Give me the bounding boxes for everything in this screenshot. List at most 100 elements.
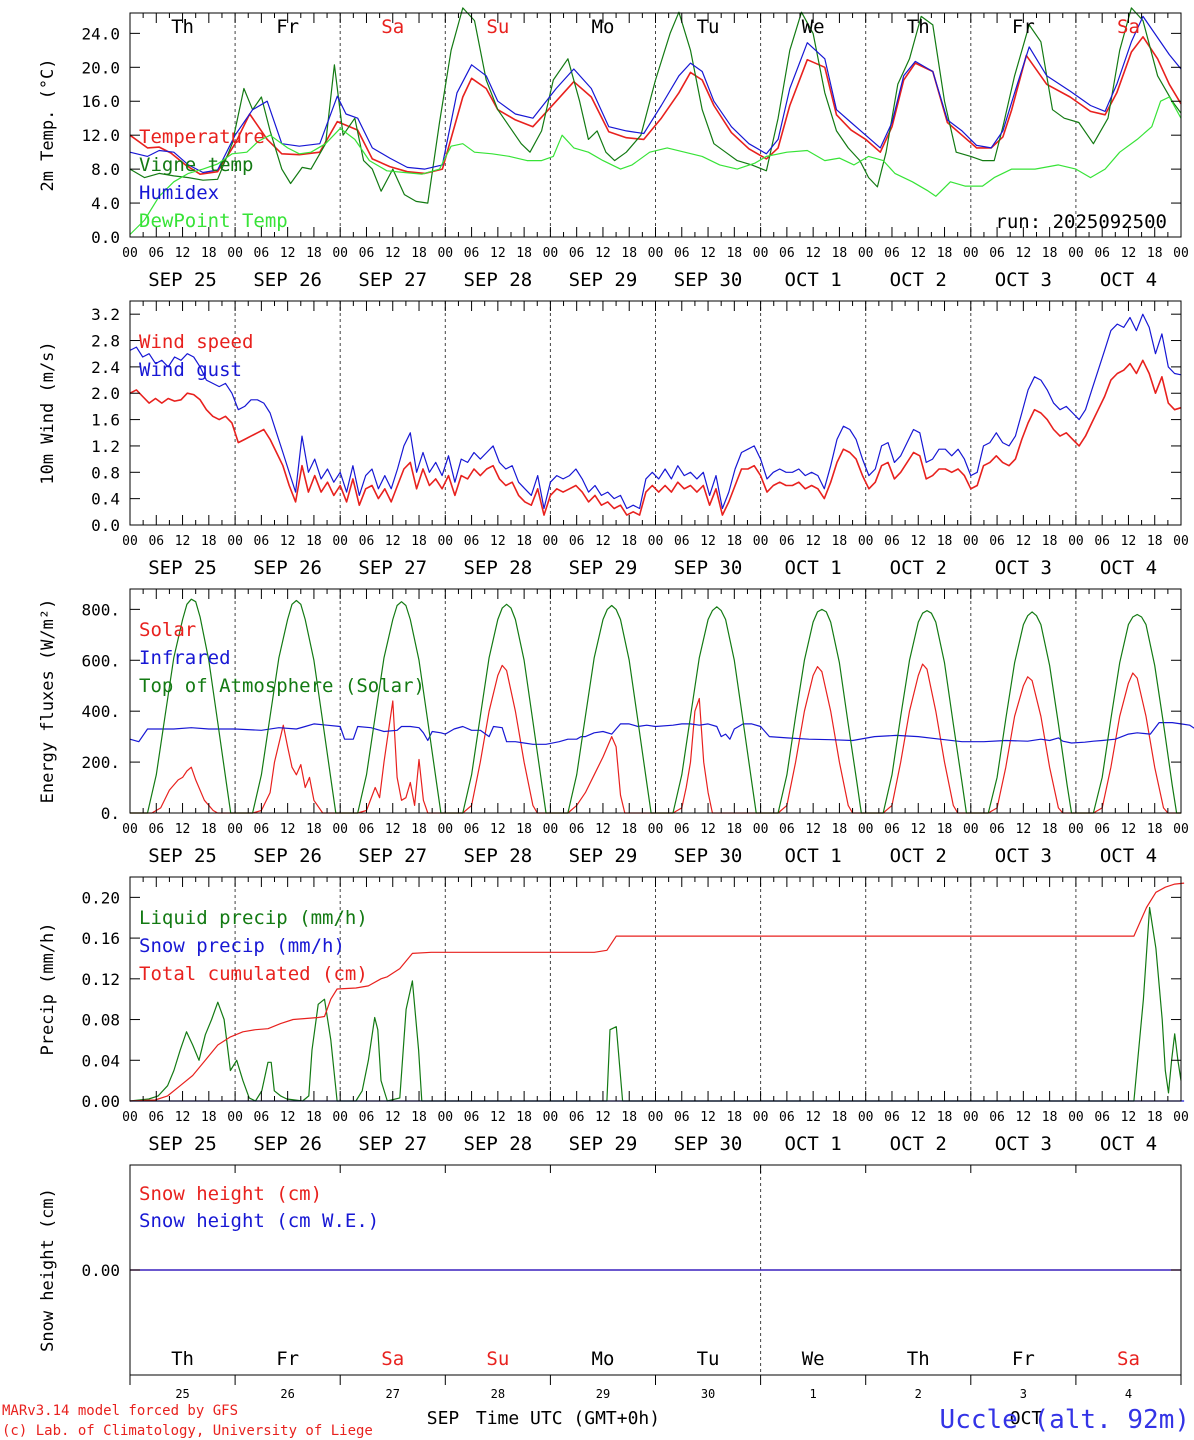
series-line-infrared — [129, 722, 1194, 745]
y-tick-label: 0.4 — [91, 490, 120, 509]
date-label: SEP 26 — [253, 1133, 322, 1155]
date-label: SEP 25 — [148, 557, 217, 579]
hour-tick-label: 18 — [621, 534, 637, 549]
hour-tick-label: 00 — [1173, 246, 1189, 261]
station-label: Uccle (alt. 92m) — [940, 1405, 1190, 1435]
date-label: SEP 28 — [464, 1133, 533, 1155]
hour-tick-label: 18 — [306, 246, 322, 261]
hour-tick-label: 00 — [1173, 822, 1189, 837]
hour-tick-label: 00 — [753, 246, 769, 261]
y-tick-label: 20.0 — [81, 58, 120, 77]
lab-credit: (c) Lab. of Climatology, University of L… — [2, 1423, 373, 1439]
hour-tick-label: 12 — [175, 534, 191, 549]
hour-tick-label: 12 — [1121, 822, 1137, 837]
date-label: OCT 2 — [890, 1133, 947, 1155]
hour-tick-label: 00 — [858, 1110, 874, 1125]
hour-tick-label: 12 — [700, 822, 716, 837]
hour-tick-label: 00 — [543, 246, 559, 261]
hour-tick-label: 12 — [595, 822, 611, 837]
plot-frame — [129, 588, 1182, 814]
hour-tick-label: 18 — [411, 246, 427, 261]
hour-tick-label: 12 — [1016, 822, 1032, 837]
day-number-label: 26 — [280, 1387, 294, 1401]
hour-tick-label: 06 — [569, 246, 585, 261]
hour-tick-label: 06 — [254, 822, 270, 837]
series-line-liquid-precip-mm-h — [129, 906, 1182, 1102]
date-label: SEP 25 — [148, 1133, 217, 1155]
hour-tick-label: 00 — [1173, 534, 1189, 549]
hour-tick-label: 18 — [1042, 822, 1058, 837]
day-number-label: 30 — [701, 1387, 715, 1401]
tick-layer — [129, 13, 1182, 1385]
hour-tick-label: 00 — [858, 534, 874, 549]
date-label: SEP 27 — [358, 1133, 427, 1155]
y-tick-label: 1.2 — [91, 437, 120, 456]
hour-tick-label: 06 — [884, 822, 900, 837]
legend-entry: Liquid precip (mm/h) — [139, 907, 368, 929]
hour-tick-label: 06 — [254, 246, 270, 261]
date-label: OCT 3 — [995, 1133, 1052, 1155]
series-line-total-cumulated-cm — [129, 882, 1185, 1102]
y-tick-label: 24.0 — [81, 24, 120, 43]
hour-tick-label: 06 — [464, 246, 480, 261]
date-label: OCT 4 — [1100, 1133, 1157, 1155]
hour-tick-label: 06 — [254, 1110, 270, 1125]
hour-tick-label: 06 — [989, 534, 1005, 549]
date-label: SEP 30 — [674, 845, 743, 867]
weekday-label: Tu — [697, 16, 720, 38]
x-axis-label: Time UTC (GMT+0h) — [476, 1408, 660, 1429]
hour-tick-label: 06 — [674, 534, 690, 549]
hour-tick-label: 18 — [937, 246, 953, 261]
date-label: SEP 27 — [358, 845, 427, 867]
weekday-label: We — [802, 1348, 825, 1370]
hour-tick-label: 18 — [726, 246, 742, 261]
legend-entry: Vigne temp — [139, 154, 253, 176]
hour-tick-label: 12 — [280, 1110, 296, 1125]
hour-tick-label: 18 — [306, 1110, 322, 1125]
legend-entry: Infrared — [139, 647, 231, 669]
day-number-label: 2 — [915, 1387, 922, 1401]
date-label: SEP 25 — [148, 269, 217, 291]
legend-entry: Humidex — [139, 182, 219, 204]
y-tick-label: 200. — [81, 753, 120, 772]
y-tick-label: 400. — [81, 702, 120, 721]
hour-tick-label: 18 — [621, 822, 637, 837]
hour-tick-label: 00 — [858, 822, 874, 837]
weekday-label: Sa — [1117, 1348, 1140, 1370]
hour-tick-label: 12 — [490, 822, 506, 837]
date-label: OCT 1 — [785, 845, 842, 867]
hour-tick-label: 00 — [122, 1110, 138, 1125]
hour-tick-label: 12 — [175, 822, 191, 837]
y-tick-label: 12.0 — [81, 126, 120, 145]
hour-tick-label: 06 — [148, 534, 164, 549]
hour-tick-label: 06 — [148, 822, 164, 837]
hour-tick-label: 06 — [989, 822, 1005, 837]
weekday-label: Fr — [1012, 1348, 1035, 1370]
hour-tick-label: 06 — [989, 1110, 1005, 1125]
hour-tick-label: 06 — [464, 822, 480, 837]
y-tick-label: 2.4 — [91, 358, 120, 377]
hour-tick-label: 00 — [543, 534, 559, 549]
hour-tick-label: 12 — [805, 822, 821, 837]
series-line-dewpoint-temp — [129, 96, 1182, 235]
hour-tick-label: 06 — [359, 246, 375, 261]
hour-tick-label: 06 — [884, 246, 900, 261]
y-tick-label: 2.0 — [91, 384, 120, 403]
hour-tick-label: 06 — [779, 822, 795, 837]
date-label: SEP 27 — [358, 269, 427, 291]
hour-tick-label: 00 — [227, 534, 243, 549]
date-label: SEP 30 — [674, 1133, 743, 1155]
hour-tick-label: 18 — [516, 1110, 532, 1125]
weekday-label: Th — [171, 1348, 194, 1370]
label-layer: 0.04.08.012.016.020.024.02m Temp. (°C) Te… — [2, 16, 1190, 1439]
date-label: SEP 28 — [464, 557, 533, 579]
hour-tick-label: 06 — [148, 1110, 164, 1125]
hour-tick-label: 00 — [963, 246, 979, 261]
day-number-label: 25 — [175, 1387, 189, 1401]
hour-tick-label: 12 — [805, 1110, 821, 1125]
date-label: OCT 1 — [785, 269, 842, 291]
day-number-label: 29 — [596, 1387, 610, 1401]
hour-tick-label: 00 — [227, 246, 243, 261]
weekday-label: Th — [171, 16, 194, 38]
